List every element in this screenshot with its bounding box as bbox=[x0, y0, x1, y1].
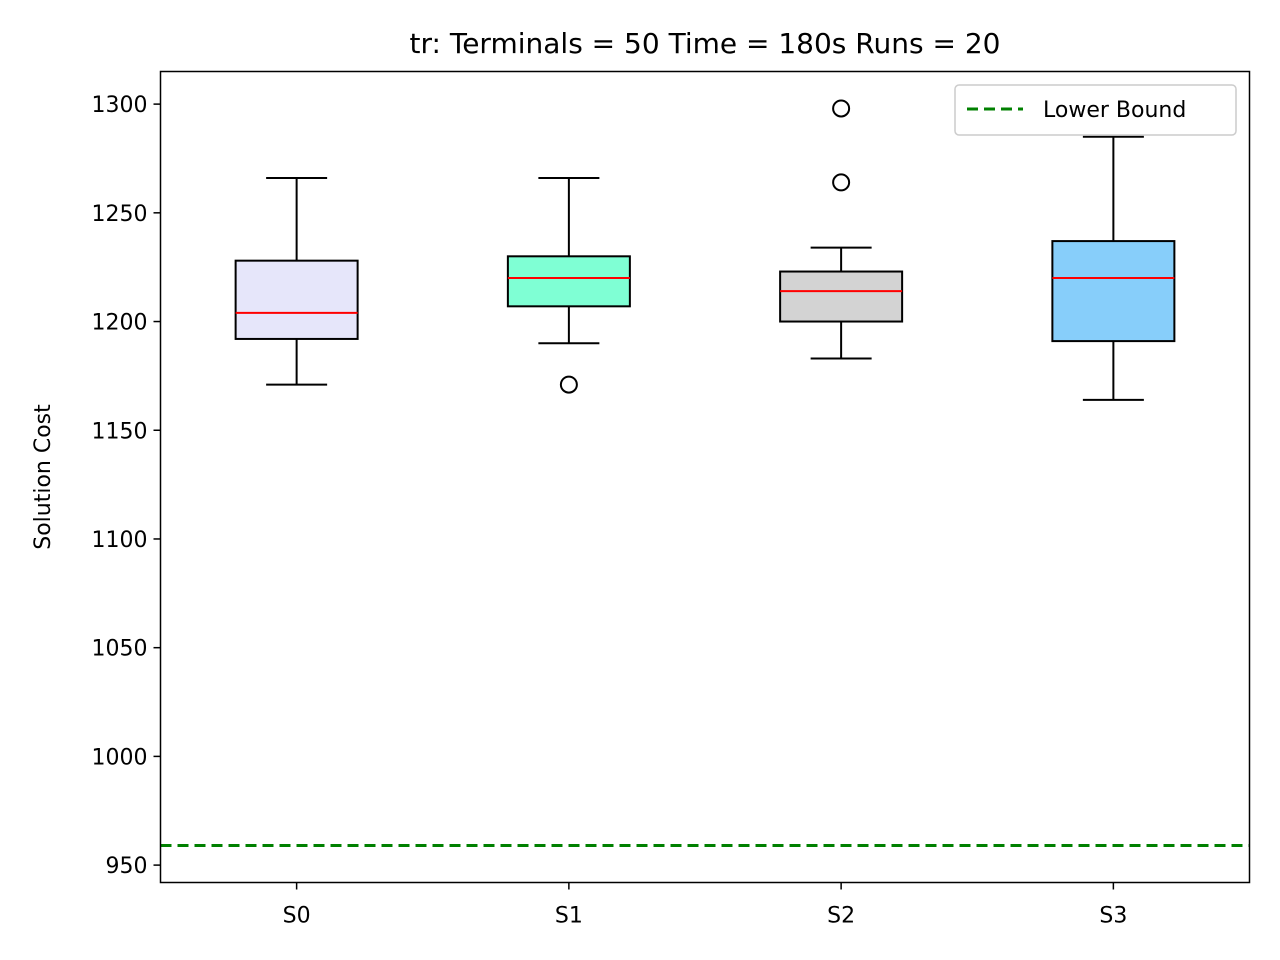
y-tick-label: 1300 bbox=[92, 93, 148, 118]
x-tick-label-s0: S0 bbox=[283, 904, 311, 929]
box-s1 bbox=[506, 177, 631, 394]
y-tick-label: 1000 bbox=[92, 745, 148, 770]
iqr-box bbox=[1051, 240, 1176, 343]
box-s0 bbox=[234, 177, 359, 386]
chart-title: tr: Terminals = 50 Time = 180s Runs = 20 bbox=[410, 27, 1001, 60]
iqr-box bbox=[234, 259, 359, 340]
plot-area bbox=[160, 99, 1250, 848]
y-tick-label: 950 bbox=[106, 854, 148, 879]
y-tick-label: 1150 bbox=[92, 419, 148, 444]
iqr-box bbox=[506, 255, 631, 308]
legend: Lower Bound bbox=[954, 84, 1237, 136]
legend-lower-bound-label: Lower Bound bbox=[1043, 98, 1186, 123]
y-tick-label: 1250 bbox=[92, 202, 148, 227]
y-tick-label: 1050 bbox=[92, 637, 148, 662]
iqr-box bbox=[779, 270, 904, 323]
plot-frame bbox=[159, 70, 1251, 884]
x-tick-label-s2: S2 bbox=[827, 904, 855, 929]
outlier-point bbox=[559, 375, 578, 394]
y-axis-label: Solution Cost bbox=[31, 404, 56, 550]
y-tick-label: 1200 bbox=[92, 311, 148, 336]
y-tick-label: 1100 bbox=[92, 528, 148, 553]
x-tick-label-s1: S1 bbox=[555, 904, 583, 929]
box-s3 bbox=[1051, 135, 1176, 401]
outlier-point bbox=[832, 173, 851, 192]
box-s2 bbox=[779, 99, 904, 360]
outlier-point bbox=[832, 99, 851, 118]
legend-box bbox=[954, 84, 1237, 136]
x-tick-label-s3: S3 bbox=[1099, 904, 1127, 929]
